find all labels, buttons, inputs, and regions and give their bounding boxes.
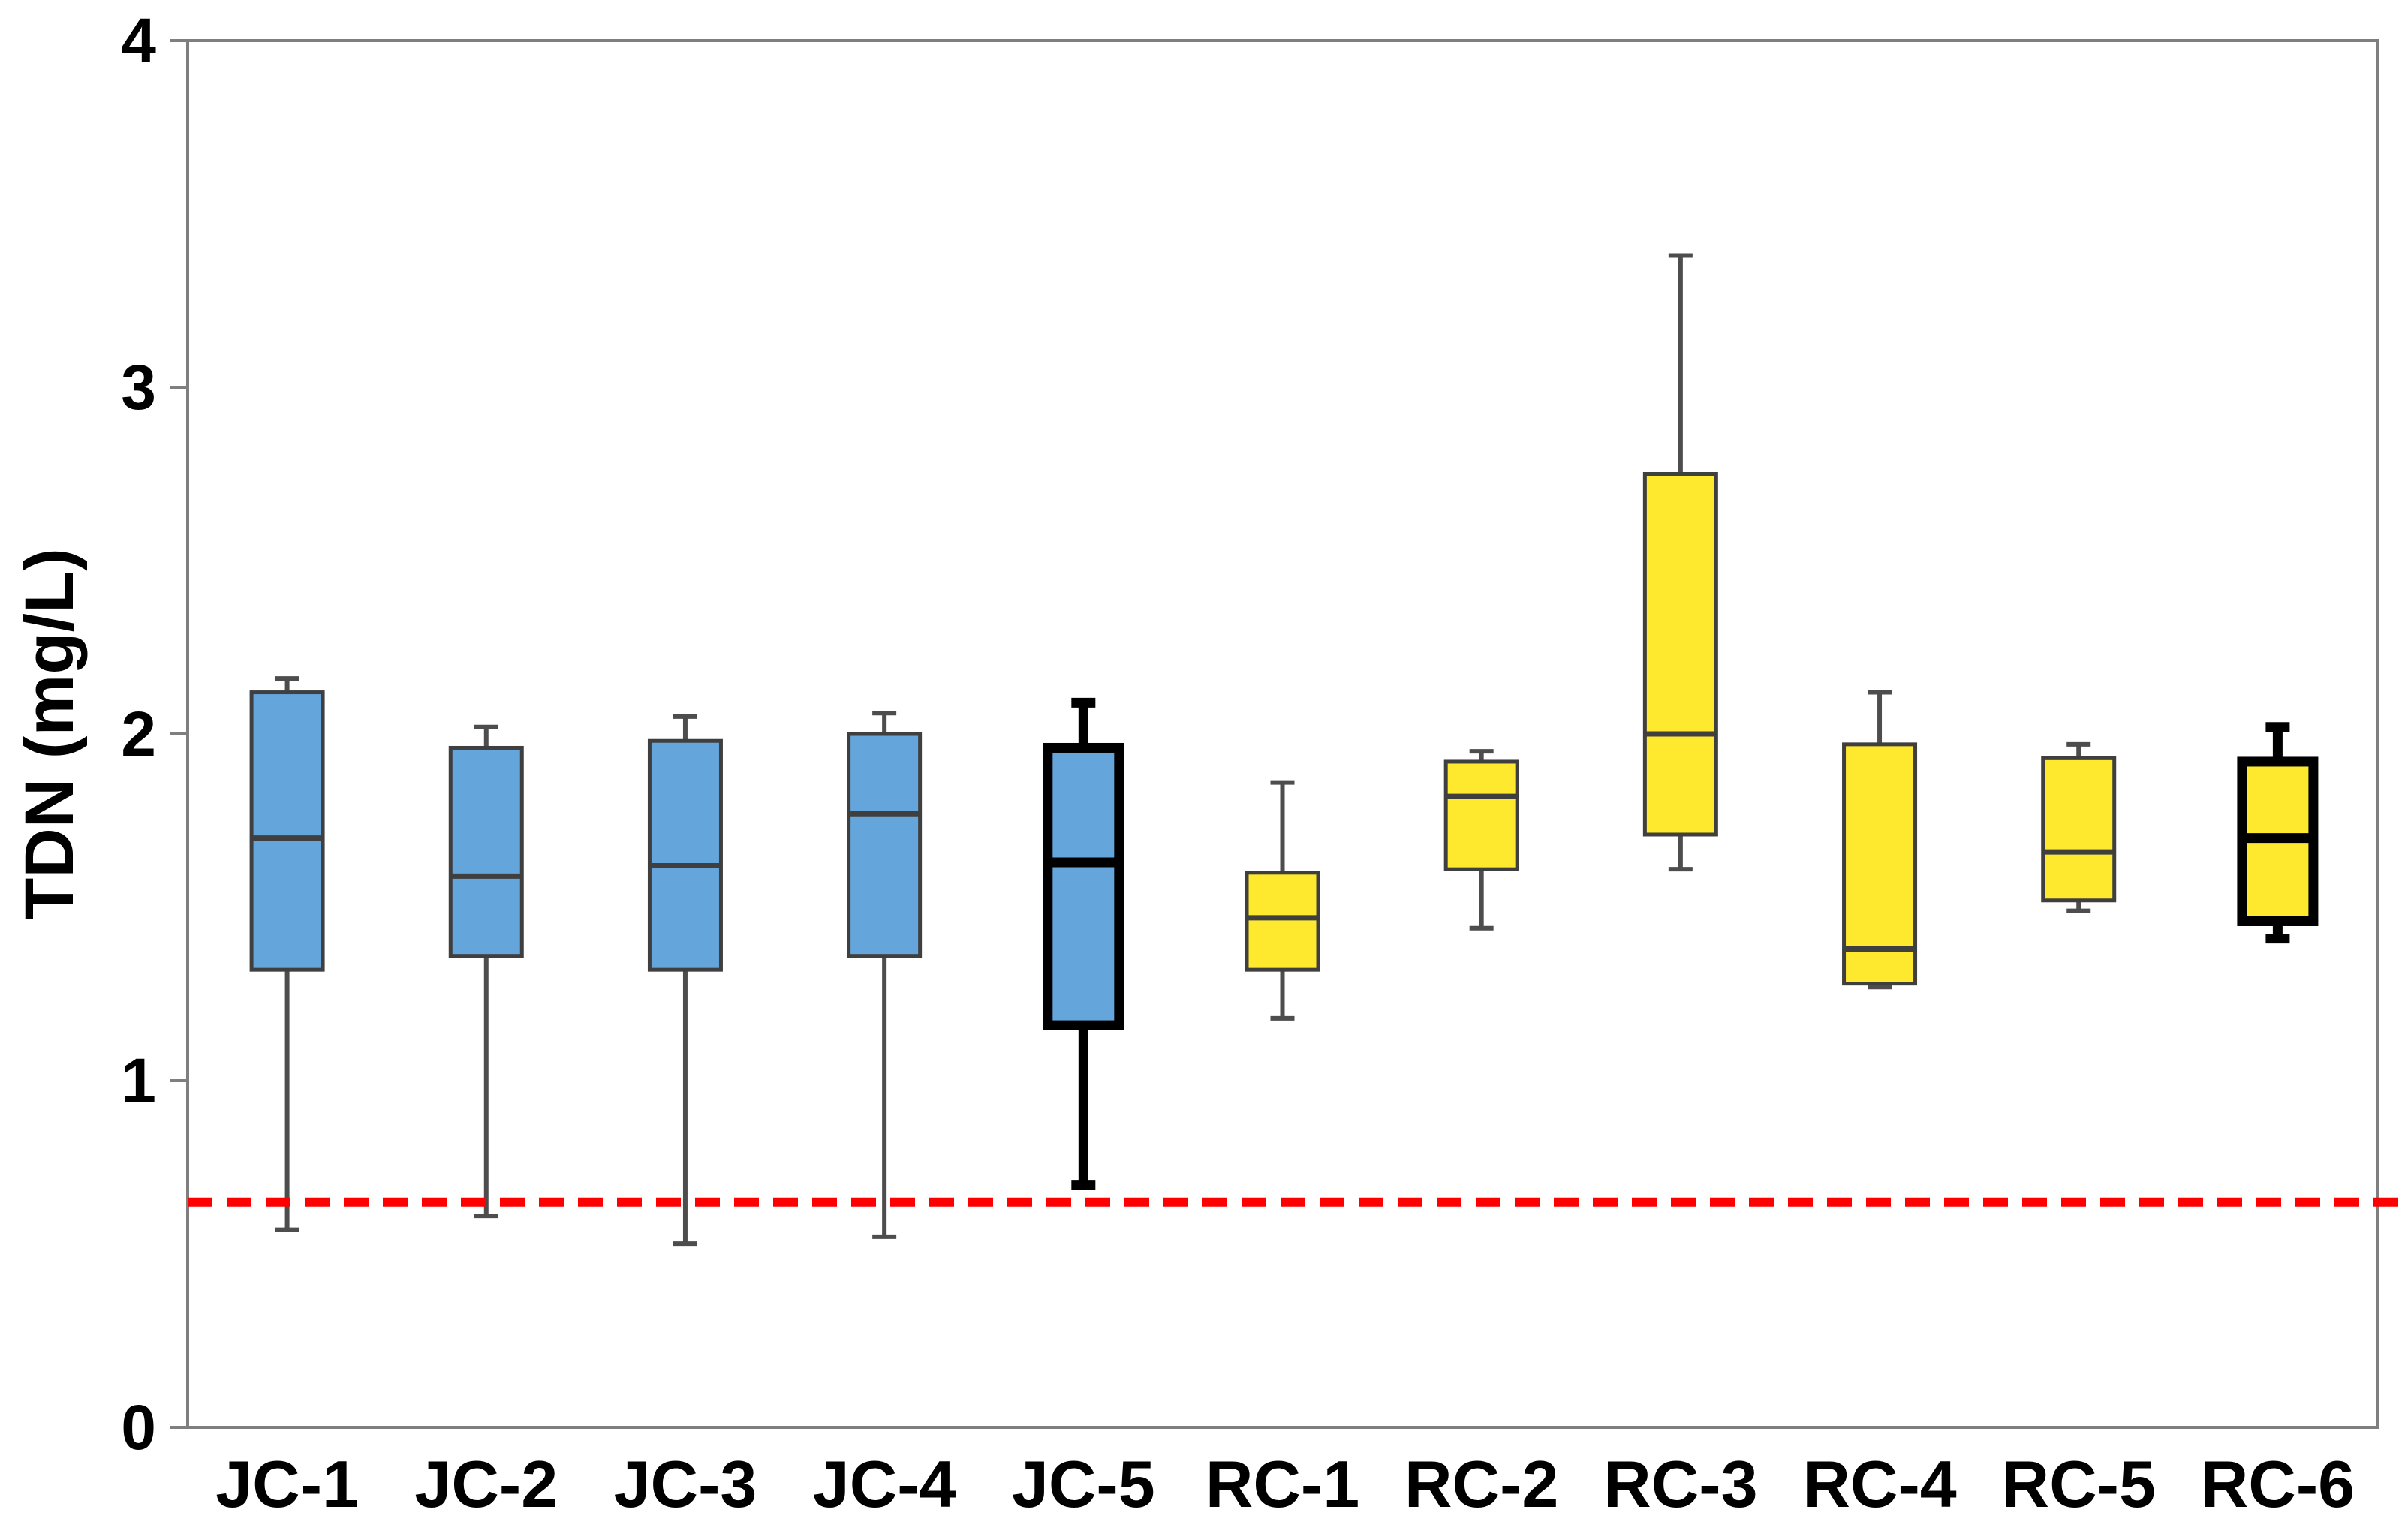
box-jc-4 <box>847 711 923 1239</box>
box-jc-5 <box>1043 697 1124 1190</box>
x-tick-label: RC-5 <box>2002 1447 2156 1521</box>
box-rc-4 <box>1842 690 1918 990</box>
y-tick-label: 0 <box>121 1392 156 1463</box>
box-rect <box>1443 759 1519 871</box>
y-tick-label: 1 <box>121 1045 156 1116</box>
box-jc-1 <box>249 676 325 1232</box>
box-rect <box>1642 472 1718 837</box>
y-tick-label: 3 <box>121 352 156 423</box>
box-rect <box>647 738 723 972</box>
box-rc-3 <box>1642 253 1718 872</box>
x-tick-label: JC-3 <box>614 1447 757 1521</box>
x-tick-label: RC-6 <box>2201 1447 2355 1521</box>
box-rc-5 <box>2041 741 2117 913</box>
x-tick-label: JC-1 <box>215 1447 359 1521</box>
x-tick-label: RC-4 <box>1802 1447 1956 1521</box>
box-jc-2 <box>448 724 524 1219</box>
box-rect <box>1043 742 1124 1030</box>
box-rect <box>1842 742 1918 986</box>
box-rect <box>1245 871 1320 972</box>
plot-frame <box>186 39 2379 1429</box>
y-axis-title: TDN (mg/L) <box>11 548 88 920</box>
box-rc-1 <box>1245 780 1320 1021</box>
x-tick-label: JC-2 <box>414 1447 558 1521</box>
box-rect <box>448 745 524 958</box>
x-tick-label: JC-4 <box>813 1447 956 1521</box>
box-rc-2 <box>1443 749 1519 931</box>
box-rect <box>847 732 923 958</box>
x-tick-label: RC-1 <box>1206 1447 1359 1521</box>
y-tick-label: 4 <box>121 5 156 76</box>
x-tick-label: JC-5 <box>1012 1447 1155 1521</box>
box-jc-3 <box>647 714 723 1247</box>
x-tick-label: RC-2 <box>1404 1447 1558 1521</box>
x-tick-label: RC-3 <box>1603 1447 1757 1521</box>
y-tick-label: 2 <box>121 699 156 769</box>
box-rect <box>249 690 325 972</box>
box-rc-6 <box>2237 722 2319 944</box>
box-rect <box>2041 756 2117 903</box>
